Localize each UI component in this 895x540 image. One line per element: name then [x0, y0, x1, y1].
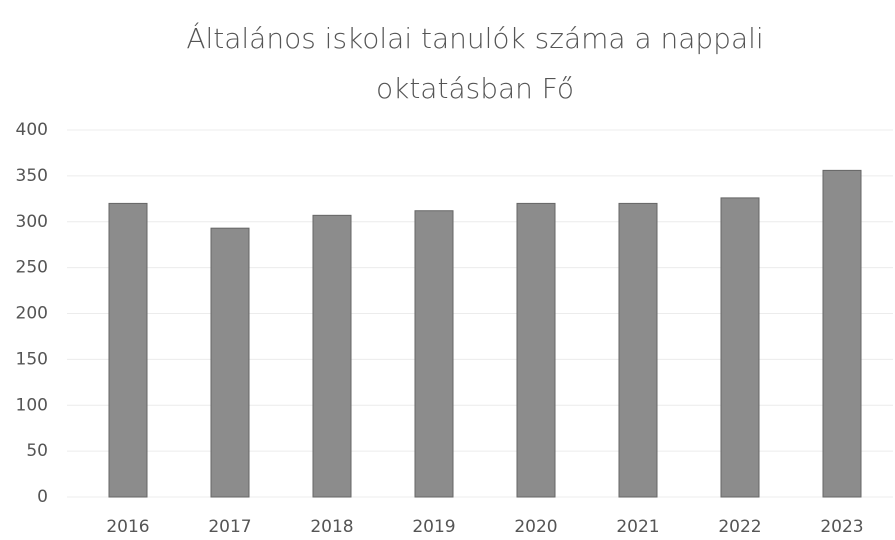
x-tick-label: 2016 — [106, 517, 149, 537]
x-tick-label: 2022 — [718, 517, 761, 537]
y-tick-label: 200 — [16, 304, 48, 324]
x-tick-label: 2023 — [820, 517, 863, 537]
bar — [108, 202, 148, 498]
y-tick-label: 50 — [26, 441, 48, 461]
bar — [210, 227, 250, 498]
y-tick-label: 350 — [16, 166, 48, 186]
x-tick-label: 2018 — [310, 517, 353, 537]
x-tick-label: 2017 — [208, 517, 251, 537]
chart-title: Általános iskolai tanulók száma a nappal… — [186, 22, 764, 105]
y-tick-label: 100 — [16, 395, 48, 415]
bar — [720, 197, 760, 498]
x-tick-label: 2020 — [514, 517, 557, 537]
y-tick-label: 150 — [16, 349, 48, 369]
x-tick-label: 2021 — [616, 517, 659, 537]
bar — [516, 202, 556, 498]
y-tick-label: 400 — [16, 120, 48, 140]
bar — [414, 210, 454, 498]
bar — [822, 169, 862, 498]
bar — [618, 202, 658, 498]
bar — [312, 214, 352, 498]
y-tick-label: 250 — [16, 258, 48, 278]
x-tick-label: 2019 — [412, 517, 455, 537]
y-tick-label: 0 — [37, 487, 48, 507]
y-tick-label: 300 — [16, 212, 48, 232]
